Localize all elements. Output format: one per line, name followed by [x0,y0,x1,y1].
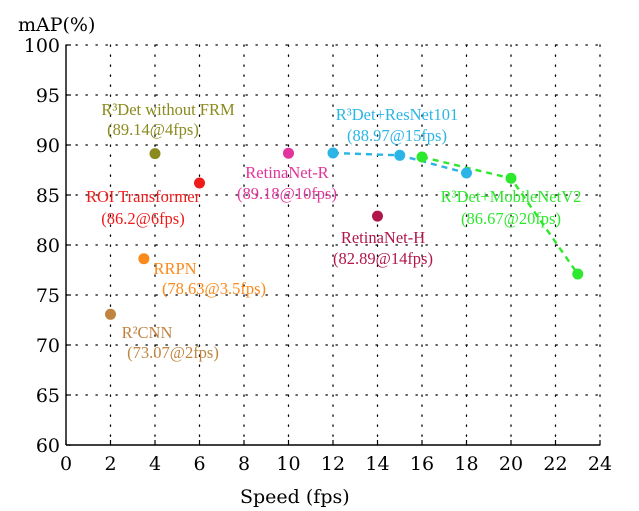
x-tick-label: 24 [588,453,612,475]
x-tick-label: 22 [543,453,567,475]
x-tick-label: 4 [149,453,161,475]
grid [65,44,601,446]
x-tick-label: 10 [276,453,300,475]
series-point [505,172,517,184]
y-tick-label: 80 [36,235,60,257]
y-tick-label: 95 [36,85,60,107]
x-axis-label: Speed (fps) [240,486,350,508]
point-value-label: (86.2@6fps) [101,209,184,228]
series-point [416,151,428,163]
point-label: R³Det+MobileNetV2 [441,187,582,206]
data-point [372,210,383,222]
annotations: R³Det+ResNet101 (88.97@15fps) R³Det+Mobile… [86,100,581,362]
point-label: R²CNN [122,323,173,342]
data-points [105,147,584,320]
point-value-label: (89.14@4fps) [107,120,199,139]
point-value-label: (78.63@3.5fps) [162,279,266,298]
y-tick-label: 100 [24,35,60,57]
x-tick-label: 20 [499,453,523,475]
point-label: RetinaNet-H [341,228,425,247]
point-value-label: (89.18@10fps) [237,184,337,203]
series-point [327,147,339,159]
series-point [461,167,472,179]
y-tick-label: 65 [36,385,60,407]
data-point [283,147,294,159]
x-tick-label: 0 [60,453,72,475]
point-label: RRPN [153,259,196,278]
y-tick-label: 70 [36,335,60,357]
point-label: ROI Transformer [86,187,201,206]
data-point [138,253,150,265]
point-value-label: (73.07@2fps) [127,343,219,362]
x-tick-label: 12 [321,453,345,475]
y-axis-label: mAP(%) [18,14,95,36]
point-value-label: (88.97@15fps) [347,126,447,145]
x-tick-label: 2 [104,453,116,475]
y-tick-label: 60 [36,435,60,457]
y-tick-label: 90 [36,135,60,157]
x-tick-label: 6 [193,453,205,475]
data-point [194,177,205,189]
data-point [105,308,116,320]
x-tick-label: 8 [238,453,250,475]
data-point [149,148,161,160]
point-value-label: (82.89@14fps) [333,249,433,268]
point-label: RetinaNet-R [245,163,328,182]
point-label: R³Det+ResNet101 [336,105,458,124]
y-tick-label: 75 [36,285,60,307]
x-tick-label: 16 [410,453,434,475]
y-tick-label: 85 [36,185,60,207]
series-point [394,149,406,161]
series-point [572,268,584,280]
point-value-label: (86.67@20fps) [461,209,561,228]
x-tick-label: 18 [454,453,478,475]
x-tick-label: 14 [365,453,389,475]
point-label: R³Det without FRM [101,100,235,119]
